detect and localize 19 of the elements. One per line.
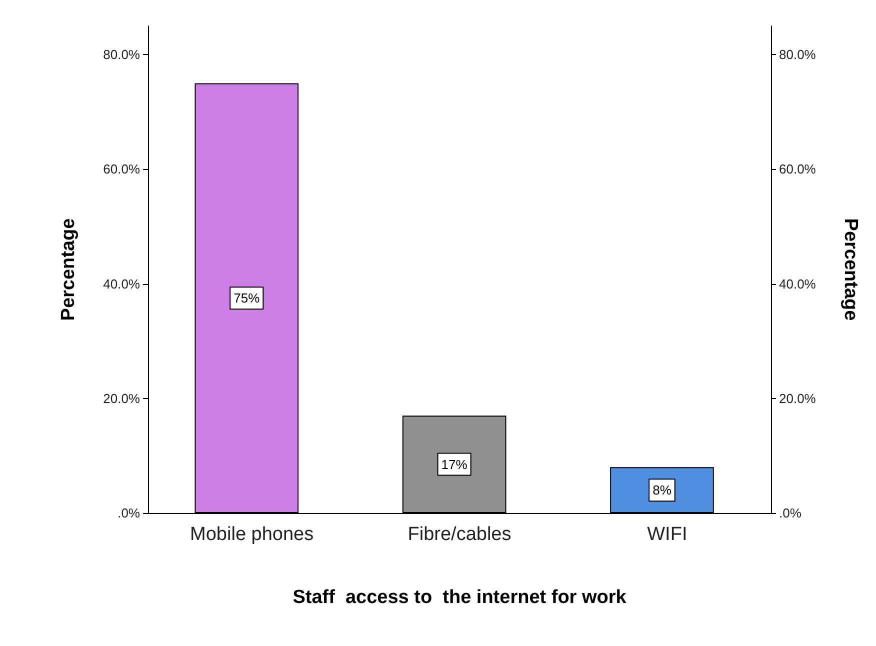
y-tick-label: 80.0%	[103, 47, 140, 62]
y2-axis-title: Percentage	[840, 218, 861, 321]
y-tick-label: 20.0%	[103, 390, 140, 406]
x-tick-label: Mobile phones	[190, 524, 314, 545]
x-tick-label: Fibre/cables	[408, 524, 512, 545]
y-tick-label: 60.0%	[103, 162, 140, 177]
x-axis-title: Staff access to the internet for work	[292, 587, 627, 608]
y2-tick-label: 20.0%	[779, 390, 816, 406]
y2-tick-label: 40.0%	[779, 276, 816, 292]
y-tick-label: .0%	[118, 506, 140, 520]
y-tick-label: 40.0%	[103, 276, 140, 292]
data-label: 8%	[652, 482, 672, 498]
y2-tick-label: 60.0%	[779, 162, 816, 177]
y-axis-title: Percentage	[58, 218, 79, 321]
data-label: 17%	[441, 456, 468, 472]
y2-tick-label: .0%	[779, 506, 802, 520]
data-label: 75%	[234, 290, 260, 306]
x-tick-label: WIFI	[647, 524, 688, 545]
y2-tick-label: 80.0%	[779, 47, 816, 62]
